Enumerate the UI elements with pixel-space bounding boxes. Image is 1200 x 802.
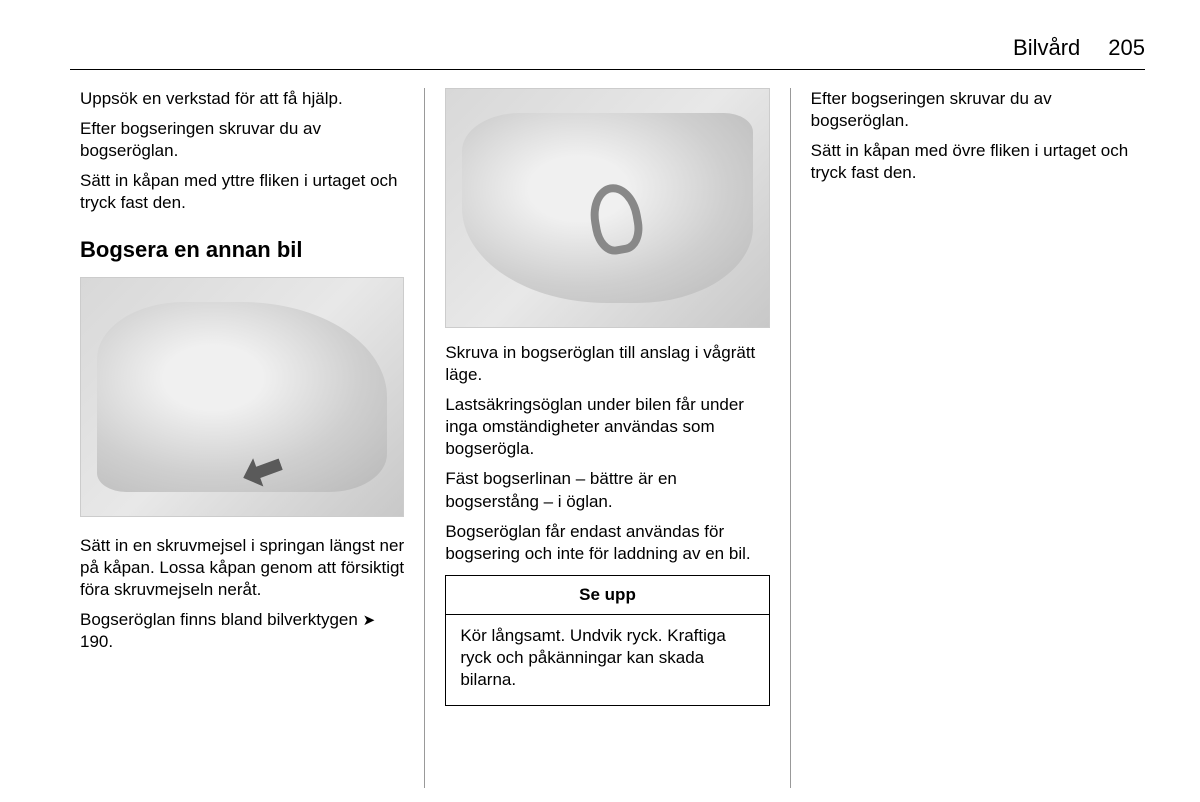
column-divider <box>424 88 425 788</box>
body-text: Skruva in bogseröglan till anslag i vågr… <box>445 342 769 386</box>
body-text: Lastsäkringsöglan under bilen får under … <box>445 394 769 460</box>
body-text-pre: Bogseröglan finns bland bilverktygen <box>80 610 363 629</box>
caution-box: Se upp Kör långsamt. Undvik ryck. Krafti… <box>445 575 769 706</box>
body-text: Sätt in en skruvmejsel i springan längst… <box>80 535 404 601</box>
body-text: Bogseröglan får endast användas för bogs… <box>445 521 769 565</box>
content-columns: Uppsök en verkstad för att få hjälp. Eft… <box>70 88 1145 788</box>
column-2: Skruva in bogseröglan till anslag i vågr… <box>435 88 779 788</box>
body-text: Fäst bogserlinan – bättre är en bogserst… <box>445 468 769 512</box>
body-text: Efter bogseringen skruvar du av bogserög… <box>80 118 404 162</box>
body-text: Uppsök en verkstad för att få hjälp. <box>80 88 404 110</box>
caution-body: Kör långsamt. Undvik ryck. Kraftiga ryck… <box>446 615 768 705</box>
column-1: Uppsök en verkstad för att få hjälp. Eft… <box>70 88 414 788</box>
page-header: Bilvård 205 <box>70 35 1145 70</box>
page-number: 205 <box>1108 35 1145 61</box>
body-text: Sätt in kåpan med övre fliken i urtaget … <box>811 140 1135 184</box>
body-text: Efter bogseringen skruvar du av bogserög… <box>811 88 1135 132</box>
section-title: Bilvård <box>1013 35 1080 61</box>
illustration-rear-bumper <box>80 277 404 517</box>
reference-icon: ➤ <box>363 611 376 631</box>
body-text: Sätt in kåpan med yttre fliken i urtaget… <box>80 170 404 214</box>
car-shape <box>97 302 387 492</box>
illustration-tow-eye <box>445 88 769 328</box>
reference-page: 190. <box>80 632 113 651</box>
column-divider <box>790 88 791 788</box>
body-text: Bogseröglan finns bland bilverktygen ➤ 1… <box>80 609 404 653</box>
column-3: Efter bogseringen skruvar du av bogserög… <box>801 88 1145 788</box>
caution-title: Se upp <box>446 576 768 615</box>
subheading-towing: Bogsera en annan bil <box>80 236 404 265</box>
